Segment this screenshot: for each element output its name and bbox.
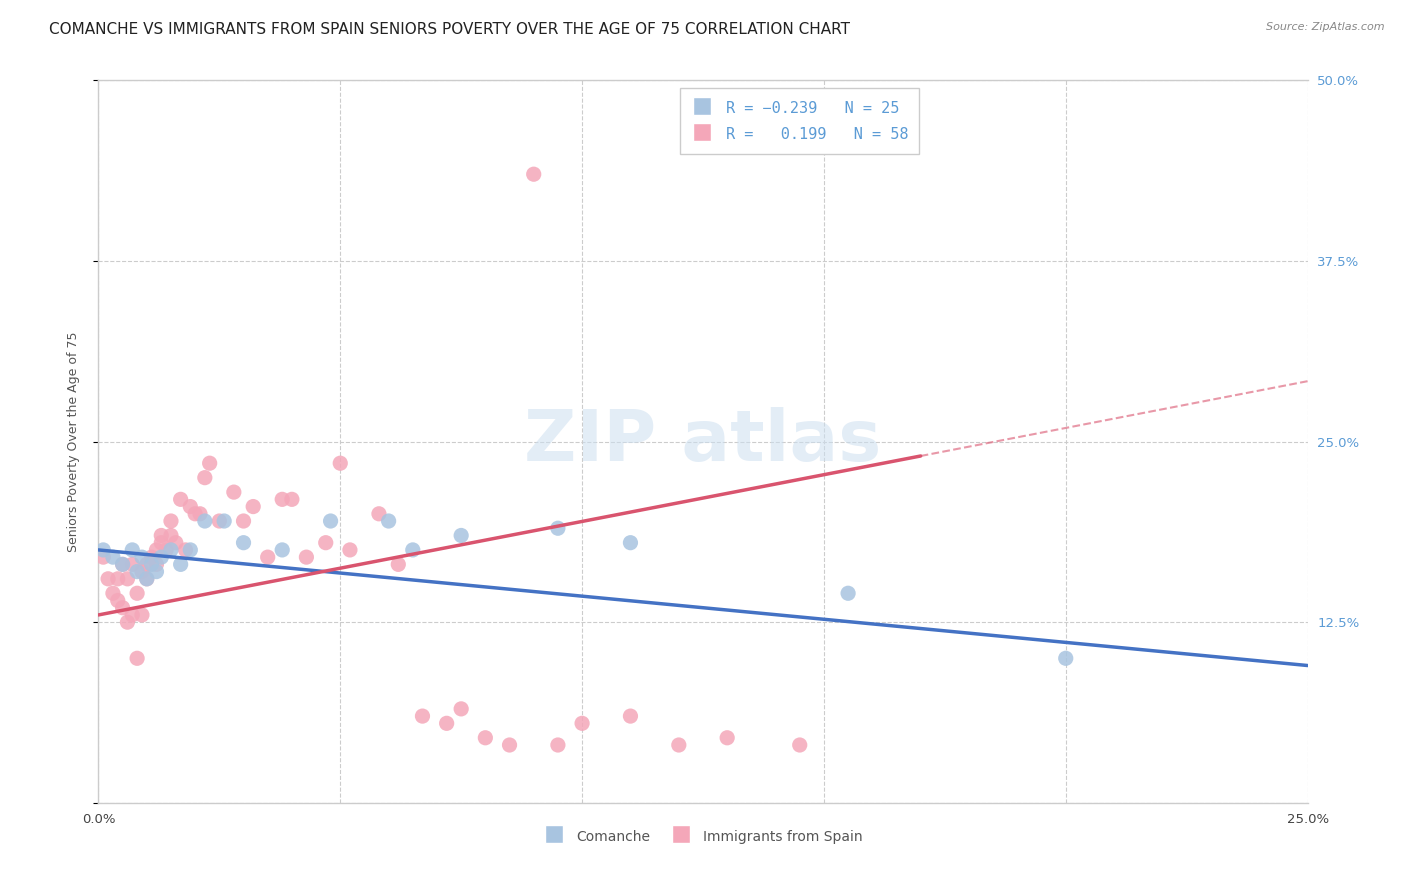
Point — [97, 572, 120, 586]
Point — [450, 528, 472, 542]
Point — [789, 738, 811, 752]
Point — [107, 593, 129, 607]
Point — [450, 702, 472, 716]
Point — [145, 542, 167, 557]
Point — [194, 470, 217, 484]
Legend: Comanche, Immigrants from Spain: Comanche, Immigrants from Spain — [538, 822, 868, 850]
Point — [411, 709, 433, 723]
Point — [131, 550, 153, 565]
Point — [271, 542, 294, 557]
Point — [716, 731, 738, 745]
Point — [121, 542, 143, 557]
Point — [141, 558, 163, 572]
Point — [188, 507, 211, 521]
Point — [155, 542, 177, 557]
Point — [436, 716, 458, 731]
Point — [619, 535, 641, 549]
Point — [121, 607, 143, 622]
Point — [91, 550, 114, 565]
Point — [319, 514, 342, 528]
Point — [547, 738, 569, 752]
Point — [135, 572, 157, 586]
Point — [101, 586, 124, 600]
Point — [160, 528, 183, 542]
Point — [111, 558, 134, 572]
Point — [377, 514, 399, 528]
Point — [169, 558, 191, 572]
Point — [117, 615, 139, 630]
Point — [131, 565, 153, 579]
Point — [91, 542, 114, 557]
Point — [145, 565, 167, 579]
Point — [194, 514, 217, 528]
Point — [523, 167, 546, 181]
Point — [256, 550, 278, 565]
Point — [111, 600, 134, 615]
Point — [281, 492, 304, 507]
Point — [160, 542, 183, 557]
Point — [232, 514, 254, 528]
Point — [619, 709, 641, 723]
Point — [174, 542, 197, 557]
Text: ZIP atlas: ZIP atlas — [524, 407, 882, 476]
Point — [295, 550, 318, 565]
Point — [498, 738, 520, 752]
Point — [222, 485, 245, 500]
Point — [150, 528, 173, 542]
Point — [150, 535, 173, 549]
Point — [1054, 651, 1077, 665]
Point — [315, 535, 337, 549]
Point — [208, 514, 231, 528]
Point — [135, 558, 157, 572]
Point — [271, 492, 294, 507]
Text: Source: ZipAtlas.com: Source: ZipAtlas.com — [1267, 22, 1385, 32]
Point — [368, 507, 391, 521]
Point — [387, 558, 409, 572]
Point — [160, 514, 183, 528]
Point — [179, 500, 201, 514]
Point — [232, 535, 254, 549]
Point — [339, 542, 361, 557]
Point — [198, 456, 221, 470]
Point — [837, 586, 859, 600]
Point — [402, 542, 425, 557]
Point — [242, 500, 264, 514]
Point — [141, 550, 163, 565]
Point — [184, 507, 207, 521]
Point — [107, 572, 129, 586]
Point — [668, 738, 690, 752]
Point — [179, 542, 201, 557]
Point — [127, 586, 149, 600]
Point — [329, 456, 352, 470]
Point — [135, 572, 157, 586]
Point — [127, 651, 149, 665]
Point — [121, 558, 143, 572]
Point — [547, 521, 569, 535]
Point — [150, 550, 173, 565]
Point — [165, 535, 187, 549]
Point — [111, 558, 134, 572]
Point — [127, 565, 149, 579]
Point — [169, 492, 191, 507]
Point — [571, 716, 593, 731]
Point — [474, 731, 496, 745]
Point — [131, 607, 153, 622]
Y-axis label: Seniors Poverty Over the Age of 75: Seniors Poverty Over the Age of 75 — [67, 331, 80, 552]
Point — [117, 572, 139, 586]
Text: COMANCHE VS IMMIGRANTS FROM SPAIN SENIORS POVERTY OVER THE AGE OF 75 CORRELATION: COMANCHE VS IMMIGRANTS FROM SPAIN SENIOR… — [49, 22, 851, 37]
Point — [212, 514, 235, 528]
Point — [145, 558, 167, 572]
Point — [101, 550, 124, 565]
